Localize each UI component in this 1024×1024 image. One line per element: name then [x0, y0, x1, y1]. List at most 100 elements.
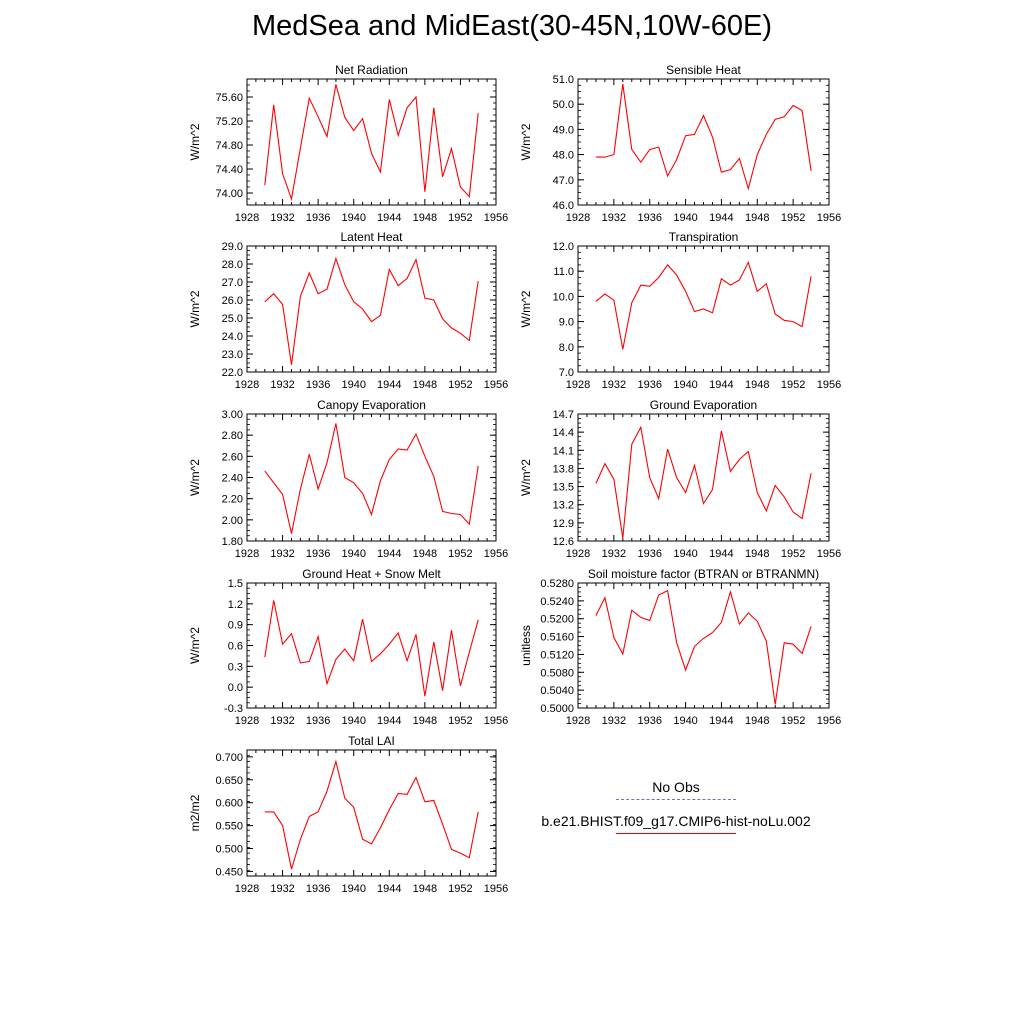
panel-title: Ground Heat + Snow Melt [302, 567, 441, 581]
panel-8: 1928 1932 1936 1940 1944 1948 1952 1956 0.450 0.5… [188, 734, 508, 895]
x-tick-label: 1936 [306, 715, 330, 727]
x-tick-label: 1952 [448, 883, 472, 895]
y-tick-label: 12.9 [553, 518, 574, 530]
legend-label-obs: No Obs [652, 779, 700, 795]
x-tick-label: 1932 [270, 548, 294, 560]
x-tick-label: 1948 [745, 548, 769, 560]
figure-title: MedSea and MidEast(30-45N,10W-60E) [251, 10, 773, 42]
y-axis-label: W/m^2 [188, 459, 202, 496]
x-tick-label: 1940 [673, 212, 697, 224]
x-tick-label: 1952 [781, 379, 805, 391]
y-tick-label: 0.700 [215, 752, 243, 764]
y-tick-label: 9.0 [559, 317, 574, 329]
x-tick-label: 1940 [341, 715, 365, 727]
legend-label-model: b.e21.BHIST.f09_g17.CMIP6-hist-noLu.002 [541, 813, 811, 829]
y-tick-label: 25.0 [222, 313, 243, 325]
x-tick-label: 1932 [602, 548, 626, 560]
plot-frame [246, 245, 497, 373]
x-tick-label: 1928 [566, 715, 590, 727]
x-tick-label: 1936 [306, 883, 330, 895]
x-tick-label: 1944 [377, 379, 401, 391]
y-tick-label: 0.5160 [540, 632, 574, 644]
y-tick-label: 2.00 [222, 515, 243, 527]
y-axis-label: W/m^2 [519, 123, 533, 160]
y-tick-label: 0.5240 [540, 596, 574, 608]
series-line [595, 260, 812, 350]
x-tick-label: 1940 [673, 715, 697, 727]
x-tick-label: 1936 [637, 212, 661, 224]
panel-title: Ground Evaporation [650, 398, 757, 412]
y-tick-label: 2.80 [222, 430, 243, 442]
plot-frame [246, 582, 497, 709]
x-tick-label: 1928 [235, 212, 259, 224]
x-tick-label: 1952 [448, 212, 472, 224]
panel-title: Canopy Evaporation [317, 398, 426, 412]
y-tick-label: 11.0 [553, 266, 574, 278]
plot-frame [246, 749, 497, 877]
x-tick-label: 1932 [602, 715, 626, 727]
y-tick-label: 12.0 [553, 241, 574, 253]
x-tick-label: 1940 [673, 379, 697, 391]
legend-entry-obs: No Obs [520, 778, 832, 812]
panel-title: Soil moisture factor (BTRAN or BTRANMN) [588, 567, 819, 581]
x-tick-label: 1940 [341, 548, 365, 560]
y-tick-label: 48.0 [553, 150, 574, 162]
y-tick-label: 13.2 [553, 500, 574, 512]
x-tick-label: 1956 [817, 379, 841, 391]
y-tick-label: 0.3 [228, 661, 243, 673]
y-tick-label: 51.0 [553, 74, 574, 86]
series-line [595, 589, 812, 705]
x-tick-label: 1956 [817, 715, 841, 727]
y-axis-label: W/m^2 [519, 290, 533, 327]
panel-6: 1928 1932 1936 1940 1944 1948 1952 1956 -0.3 0.0 0… [188, 567, 508, 727]
y-tick-label: 14.4 [553, 427, 574, 439]
y-tick-label: 23.0 [222, 349, 243, 361]
y-tick-label: 0.0 [228, 682, 243, 694]
panel-5: 1928 1932 1936 1940 1944 1948 1952 1956 12.6 12.9… [519, 398, 841, 560]
x-tick-label: 1932 [270, 883, 294, 895]
x-tick-label: 1948 [745, 715, 769, 727]
x-tick-label: 1936 [306, 379, 330, 391]
y-tick-label: -0.3 [224, 703, 243, 715]
y-tick-label: 50.0 [553, 99, 574, 111]
y-tick-label: 46.0 [553, 200, 574, 212]
x-tick-label: 1944 [377, 548, 401, 560]
x-tick-label: 1952 [448, 379, 472, 391]
y-tick-label: 0.5200 [540, 614, 574, 626]
y-tick-label: 75.20 [215, 116, 243, 128]
y-axis-label: W/m^2 [188, 627, 202, 664]
y-tick-label: 0.5120 [540, 649, 574, 661]
x-tick-label: 1932 [270, 715, 294, 727]
y-tick-label: 74.00 [215, 188, 243, 200]
y-tick-label: 0.650 [215, 775, 243, 787]
y-tick-label: 75.60 [215, 92, 243, 104]
y-tick-label: 2.60 [222, 451, 243, 463]
y-tick-label: 3.00 [222, 409, 243, 421]
plot-frame [246, 413, 497, 542]
legend-entry-model: b.e21.BHIST.f09_g17.CMIP6-hist-noLu.002 [520, 812, 832, 834]
panel-title: Latent Heat [340, 230, 403, 244]
x-tick-label: 1944 [709, 379, 733, 391]
x-tick-label: 1936 [306, 212, 330, 224]
x-tick-label: 1948 [745, 212, 769, 224]
legend-line-obs [616, 799, 736, 800]
x-tick-label: 1940 [341, 883, 365, 895]
y-tick-label: 47.0 [553, 175, 574, 187]
plot-frame [577, 413, 830, 542]
x-tick-label: 1940 [673, 548, 697, 560]
x-tick-label: 1956 [817, 548, 841, 560]
x-tick-label: 1936 [637, 548, 661, 560]
x-tick-label: 1948 [745, 379, 769, 391]
panel-title: Sensible Heat [666, 63, 741, 77]
y-tick-label: 13.5 [553, 482, 574, 494]
x-tick-label: 1928 [566, 212, 590, 224]
y-tick-label: 10.0 [553, 291, 574, 303]
x-tick-label: 1956 [484, 715, 508, 727]
x-tick-label: 1928 [235, 715, 259, 727]
x-tick-label: 1944 [709, 715, 733, 727]
plot-frame [246, 78, 497, 206]
y-axis-label: unitless [519, 625, 533, 666]
series-line [264, 256, 479, 365]
y-tick-label: 0.600 [215, 798, 243, 810]
x-tick-label: 1928 [566, 548, 590, 560]
